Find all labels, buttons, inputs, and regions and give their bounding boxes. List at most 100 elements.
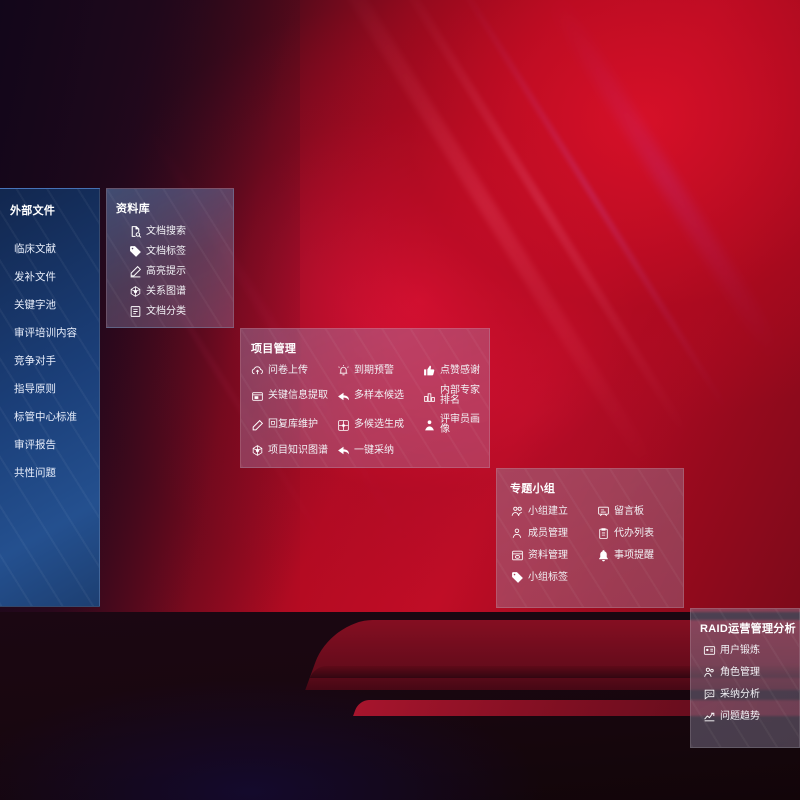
- arrow-left-icon: [337, 444, 350, 457]
- alarm-icon: [337, 364, 350, 377]
- sidebar-item-review-training[interactable]: 审评培训内容: [14, 326, 77, 339]
- item-label: 文档搜索: [146, 225, 186, 237]
- item-questionnaire-upload[interactable]: 问卷上传: [251, 364, 337, 377]
- sidebar-item-keyword-pool[interactable]: 关键字池: [14, 298, 56, 311]
- item-document-search[interactable]: 文档搜索: [129, 225, 233, 238]
- card-project-management: 项目管理 问卷上传 到期预警 点赞感谢 关键信息提取 多样本候选: [240, 328, 490, 468]
- sidebar-item-review-report[interactable]: 审评报告: [14, 438, 56, 451]
- item-expiry-warning[interactable]: 到期预警: [337, 364, 423, 377]
- sidebar-list: 临床文献 发补文件 关键字池 审评培训内容 竞争对手 指导原则 标管中心标准 审…: [0, 234, 99, 486]
- topic-group-items: 小组建立 留言板 成员管理 代办列表 资料管理 事项提醒: [511, 505, 683, 584]
- dashboard: 外部文件 临床文献 发补文件 关键字池 审评培训内容 竞争对手 指导原则 标管中…: [0, 188, 800, 748]
- item-label: 问题趋势: [720, 710, 760, 722]
- item-relation-graph[interactable]: 关系图谱: [129, 285, 233, 298]
- item-label: 项目知识图谱: [268, 444, 328, 456]
- item-label: 资料管理: [528, 549, 568, 561]
- item-label: 小组标签: [528, 571, 568, 583]
- item-user-training[interactable]: 用户锻炼: [703, 644, 799, 657]
- card-raid-analysis: RAID运营管理分析 用户锻炼 角色管理 QA 采纳分析 问题趋势: [690, 608, 800, 748]
- document-search-icon: [129, 225, 142, 238]
- item-label: 关系图谱: [146, 285, 186, 297]
- item-label: 多样本候选: [354, 390, 404, 401]
- item-issue-trend[interactable]: 问题趋势: [703, 710, 799, 723]
- item-label: 文档分类: [146, 305, 186, 317]
- tag-icon: [511, 571, 524, 584]
- sidebar-item-supplement-files[interactable]: 发补文件: [14, 270, 56, 283]
- item-label: 回复库维护: [268, 419, 318, 430]
- tag-icon: [129, 245, 142, 258]
- item-event-reminder[interactable]: 事项提醒: [597, 549, 683, 562]
- item-label: 小组建立: [528, 505, 568, 517]
- item-label: 用户锻炼: [720, 644, 760, 656]
- item-internal-expert-ranking[interactable]: 内部专家排名: [423, 386, 489, 406]
- item-label: 点赞感谢: [440, 364, 480, 376]
- ranking-icon: [423, 390, 436, 403]
- pen-icon: [251, 419, 264, 432]
- item-message-board[interactable]: 留言板: [597, 505, 683, 518]
- item-label: 留言板: [614, 505, 644, 517]
- item-label: 问卷上传: [268, 364, 308, 376]
- item-multi-candidate-generate[interactable]: 多候选生成: [337, 415, 423, 435]
- sidebar-title: 外部文件: [10, 205, 56, 217]
- item-key-info-extract[interactable]: 关键信息提取: [251, 386, 337, 406]
- merge-icon: [337, 419, 350, 432]
- item-todo-list[interactable]: 代办列表: [597, 527, 683, 540]
- item-label: 文档标签: [146, 245, 186, 257]
- item-group-create[interactable]: 小组建立: [511, 505, 597, 518]
- item-document-tag[interactable]: 文档标签: [129, 245, 233, 258]
- bell-icon: [597, 549, 610, 562]
- item-label: 高亮提示: [146, 265, 186, 277]
- item-label: 事项提醒: [614, 549, 654, 561]
- id-card-icon: [703, 644, 716, 657]
- card-topic-group: 专题小组 小组建立 留言板 成员管理 代办列表 资料管理: [496, 468, 684, 608]
- item-project-knowledge-graph[interactable]: 项目知识图谱: [251, 444, 337, 457]
- item-one-click-adopt[interactable]: 一键采纳: [337, 444, 423, 457]
- archive-icon: [511, 549, 524, 562]
- sidebar-item-guiding-principles[interactable]: 指导原则: [14, 382, 56, 395]
- item-highlight-hint[interactable]: 高亮提示: [129, 265, 233, 278]
- graph-network-icon: [129, 285, 142, 298]
- graph-network-icon: [251, 444, 264, 457]
- project-management-items: 问卷上传 到期预警 点赞感谢 关键信息提取 多样本候选 内部专家排名: [251, 364, 489, 457]
- item-label: 到期预警: [354, 364, 394, 376]
- item-label: 成员管理: [528, 527, 568, 539]
- qa-chat-icon: QA: [703, 688, 716, 701]
- item-label: 一键采纳: [354, 444, 394, 456]
- item-label: 关键信息提取: [268, 390, 328, 401]
- card-title: RAID运营管理分析: [700, 623, 796, 635]
- item-label: 内部专家排名: [440, 385, 480, 406]
- message-board-icon: [597, 505, 610, 518]
- item-adoption-analysis[interactable]: QA 采纳分析: [703, 688, 799, 701]
- arrow-left-icon: [337, 390, 350, 403]
- item-label: 角色管理: [720, 666, 760, 678]
- svg-text:QA: QA: [706, 691, 712, 696]
- card-title: 项目管理: [251, 343, 297, 355]
- item-reply-library-maintenance[interactable]: 回复库维护: [251, 415, 337, 435]
- item-like-thanks[interactable]: 点赞感谢: [423, 364, 489, 377]
- document-library-items: 文档搜索 文档标签 高亮提示 关系图谱 文档分类: [129, 225, 233, 318]
- item-material-management[interactable]: 资料管理: [511, 549, 597, 562]
- sidebar-item-competitors[interactable]: 竞争对手: [14, 354, 56, 367]
- trend-chart-icon: [703, 710, 716, 723]
- raid-items: 用户锻炼 角色管理 QA 采纳分析 问题趋势: [703, 644, 799, 723]
- group-icon: [703, 666, 716, 679]
- document-category-icon: [129, 305, 142, 318]
- item-document-classify[interactable]: 文档分类: [129, 305, 233, 318]
- item-multi-sample-candidate[interactable]: 多样本候选: [337, 386, 423, 406]
- sidebar-item-standards-center[interactable]: 标管中心标准: [14, 410, 77, 423]
- thumbs-up-icon: [423, 364, 436, 377]
- sidebar-item-clinical-literature[interactable]: 临床文献: [14, 242, 56, 255]
- item-label: 代办列表: [614, 527, 654, 539]
- highlight-pen-icon: [129, 265, 142, 278]
- item-member-management[interactable]: 成员管理: [511, 527, 597, 540]
- item-reviewer-profile[interactable]: 评审员画像: [423, 415, 489, 435]
- sidebar-item-common-issues[interactable]: 共性问题: [14, 466, 56, 479]
- item-label: 评审员画像: [440, 414, 480, 435]
- item-group-tag[interactable]: 小组标签: [511, 571, 597, 584]
- group-add-icon: [511, 505, 524, 518]
- cloud-upload-icon: [251, 364, 264, 377]
- extract-icon: [251, 390, 264, 403]
- person-icon: [423, 419, 436, 432]
- card-title: 专题小组: [510, 483, 556, 495]
- item-role-management[interactable]: 角色管理: [703, 666, 799, 679]
